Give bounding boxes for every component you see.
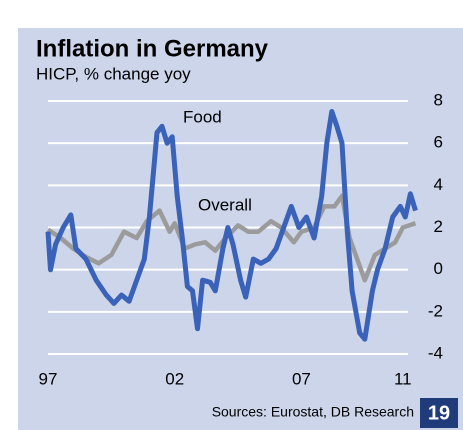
y-tick-label: 4	[434, 175, 443, 194]
x-tick-label: 07	[292, 369, 311, 388]
y-tick-label: -2	[428, 301, 443, 320]
subtitle: HICP, % change yoy	[36, 64, 191, 83]
x-tick-label: 11	[394, 369, 412, 388]
page-number-box	[420, 398, 458, 428]
x-tick-label: 02	[165, 369, 184, 388]
source: Sources: Eurostat, DB Research	[212, 404, 414, 420]
y-tick-label: 0	[434, 259, 443, 278]
y-tick-label: 8	[434, 90, 443, 109]
y-tick-label: 6	[434, 133, 443, 152]
x-tick-label: 97	[39, 369, 58, 388]
y-tick-label: -4	[428, 343, 443, 362]
annotation: Overall	[198, 195, 252, 214]
line	[45, 109, 418, 342]
annotation: Food	[183, 107, 222, 126]
line	[46, 193, 417, 283]
y-tick-label: 2	[434, 217, 443, 236]
chart-title: Inflation in Germany	[36, 35, 269, 62]
page-number: 19	[428, 402, 450, 424]
